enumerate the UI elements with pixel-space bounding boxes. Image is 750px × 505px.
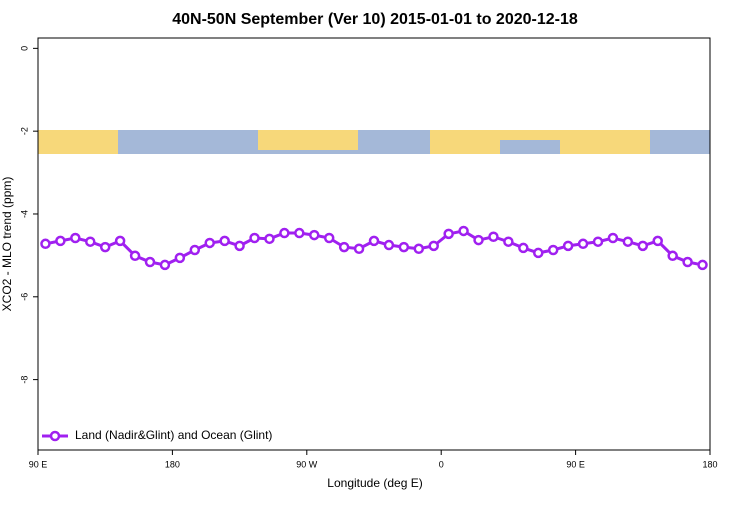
point [398,241,410,253]
point [368,235,380,247]
point [533,247,544,259]
point [309,229,320,241]
point [249,232,260,244]
point [264,233,275,245]
point [547,244,559,256]
point [129,250,141,262]
point [697,259,708,271]
point [652,235,663,247]
point [562,240,574,252]
legend: Land (Nadir&Glint) and Ocean (Glint) [42,428,272,442]
point [294,227,305,239]
y-tick-label: -2 [19,127,29,135]
point [144,256,156,268]
point [174,252,186,264]
point [682,256,693,268]
point [413,243,425,255]
point [323,232,335,244]
y-tick-label: -6 [19,293,29,301]
point [637,240,649,252]
point [518,242,529,254]
legend-marker [49,430,61,442]
point [70,232,81,244]
point [443,228,454,240]
point [40,238,51,250]
y-tick-label: -8 [19,376,29,384]
x-tick-label: 90 E [566,459,585,469]
x-tick-label: 180 [702,459,717,469]
point [473,234,484,246]
point [577,238,589,250]
point [338,241,350,253]
point [607,232,619,244]
x-tick-label: 90 W [296,459,318,469]
point [159,259,171,271]
point [55,235,66,247]
point [428,240,439,252]
x-tick-label: 90 E [29,459,48,469]
y-tick-label: 0 [19,46,29,51]
point [204,237,215,249]
y-tick-label: -4 [19,210,29,218]
point [383,239,395,251]
map-strip [38,130,710,154]
point [592,236,604,247]
point [353,243,365,255]
legend-label: Land (Nadir&Glint) and Ocean (Glint) [75,428,272,442]
point [503,236,514,247]
point [189,244,201,256]
point [219,235,230,247]
y-axis-label: XCO2 - MLO trend (ppm) [0,177,14,312]
x-tick-label: 180 [165,459,180,469]
point [488,231,499,243]
point [234,240,245,252]
point [622,236,634,247]
x-tick-label: 0 [439,459,444,469]
chart-title: 40N-50N September (Ver 10) 2015-01-01 to… [172,11,578,28]
point [114,235,126,247]
point [85,236,96,247]
point [99,241,111,253]
point [667,250,678,262]
point [279,227,290,239]
x-axis-label: Longitude (deg E) [327,476,422,490]
point [458,225,469,237]
plot-frame [37,37,711,451]
